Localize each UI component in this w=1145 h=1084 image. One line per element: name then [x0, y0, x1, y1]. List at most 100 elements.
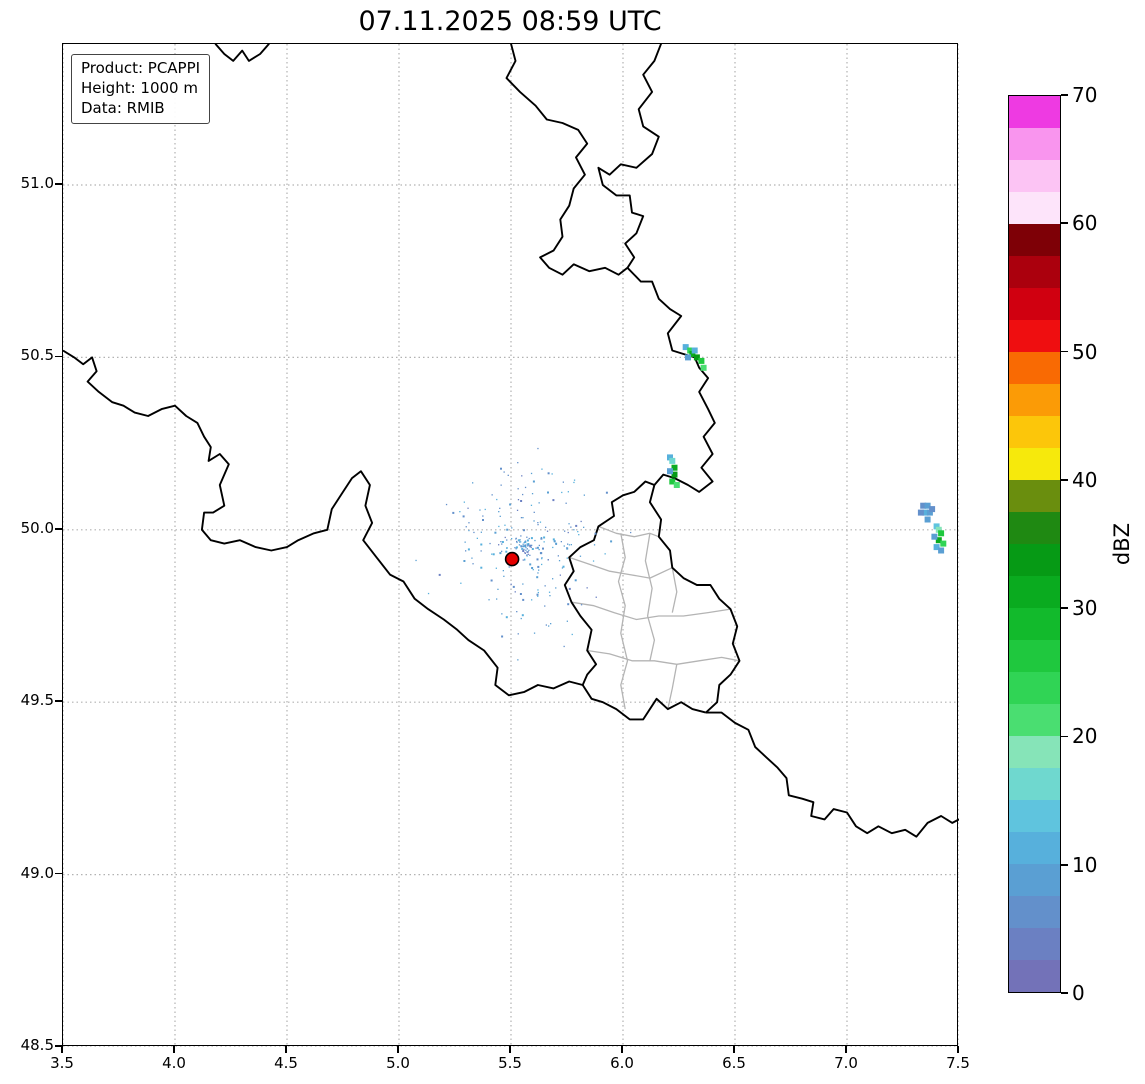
- clutter-speckles: [415, 447, 632, 661]
- x-tick-mark: [285, 1046, 287, 1053]
- regional-border: [671, 567, 678, 613]
- national-border: [63, 349, 583, 697]
- colorbar-tick-label: 0: [1072, 981, 1085, 1005]
- y-tick-mark: [55, 183, 62, 185]
- colorbar-segment: [1009, 384, 1060, 416]
- colorbar-segment: [1009, 160, 1060, 192]
- national-border: [505, 44, 629, 276]
- x-tick-mark: [733, 1046, 735, 1053]
- y-tick-mark: [55, 1045, 62, 1047]
- national-border: [563, 480, 655, 686]
- colorbar-tick-mark: [1061, 735, 1068, 738]
- national-border: [626, 267, 716, 493]
- colorbar-segment: [1009, 608, 1060, 640]
- x-tick-mark: [173, 1046, 175, 1053]
- colorbar-tick-mark: [1061, 94, 1068, 96]
- colorbar-tick-mark: [1061, 479, 1068, 481]
- colorbar-tick-label: 50: [1072, 339, 1098, 364]
- y-tick-label: 50.0: [20, 518, 54, 537]
- radar-echo-east-cluster-blue: [917, 502, 936, 523]
- map-canvas: [63, 44, 959, 1047]
- colorbar-segment: [1009, 192, 1060, 224]
- colorbar-segment: [1009, 672, 1060, 704]
- regional-border: [598, 525, 660, 538]
- colorbar-segment: [1009, 960, 1060, 992]
- x-tick-label: 3.5: [50, 1054, 74, 1072]
- colorbar: [1008, 95, 1061, 993]
- x-tick-mark: [61, 1046, 63, 1053]
- colorbar-tick-label: 40: [1072, 467, 1098, 492]
- colorbar-segment: [1009, 864, 1060, 896]
- x-tick-label: 6.0: [610, 1054, 634, 1072]
- radar-echo-east-cluster-green: [931, 523, 947, 554]
- info-box-line: Product: PCAPPI: [81, 59, 201, 77]
- regional-border: [644, 533, 656, 661]
- colorbar-segment: [1009, 480, 1060, 512]
- x-tick-mark: [621, 1046, 623, 1053]
- colorbar-segment: [1009, 320, 1060, 352]
- colorbar-segment: [1009, 416, 1060, 448]
- regional-border: [571, 601, 731, 621]
- y-tick-label: 50.5: [20, 346, 54, 365]
- colorbar-segment: [1009, 224, 1060, 256]
- colorbar-tick-mark: [1061, 222, 1068, 225]
- x-tick-label: 4.0: [162, 1054, 186, 1072]
- colorbar-segment: [1009, 352, 1060, 384]
- info-box-line: Height: 1000 m: [81, 78, 198, 97]
- x-tick-label: 7.0: [834, 1054, 858, 1072]
- colorbar-tick-mark: [1061, 350, 1068, 353]
- national-border: [648, 484, 741, 714]
- y-tick-mark: [55, 528, 62, 530]
- colorbar-segment: [1009, 800, 1060, 832]
- radar-echo-eifel-south-streak: [667, 454, 680, 488]
- x-tick-mark: [845, 1046, 847, 1053]
- colorbar-segment: [1009, 928, 1060, 960]
- x-tick-mark: [397, 1046, 399, 1053]
- colorbar-segment: [1009, 256, 1060, 288]
- colorbar-tick-mark: [1061, 992, 1068, 994]
- colorbar-tick-label: 60: [1072, 211, 1098, 236]
- regional-border: [617, 533, 629, 710]
- x-tick-label: 4.5: [274, 1054, 298, 1072]
- x-tick-label: 6.5: [722, 1054, 746, 1072]
- x-tick-mark: [509, 1046, 511, 1053]
- colorbar-segment: [1009, 768, 1060, 800]
- map-plot: Product: PCAPPI Height: 1000 m Data: RMIB: [62, 43, 959, 1047]
- product-info-box: Product: PCAPPI Height: 1000 m Data: RMIB: [71, 54, 211, 125]
- colorbar-tick-mark: [1061, 863, 1068, 866]
- y-tick-mark: [55, 700, 62, 702]
- national-border: [581, 684, 707, 721]
- x-tick-label: 5.5: [498, 1054, 522, 1072]
- y-tick-mark: [55, 355, 62, 358]
- colorbar-tick-label: 30: [1072, 596, 1098, 621]
- colorbar-segment: [1009, 736, 1060, 768]
- y-tick-label: 49.5: [20, 691, 54, 710]
- colorbar-segment: [1009, 640, 1060, 672]
- colorbar-tick-label: 10: [1072, 852, 1098, 877]
- colorbar-segment: [1009, 512, 1060, 544]
- x-tick-mark: [957, 1046, 959, 1053]
- x-tick-label: 5.0: [386, 1054, 410, 1072]
- national-border: [597, 44, 662, 269]
- colorbar-segment: [1009, 704, 1060, 736]
- colorbar-segment: [1009, 288, 1060, 320]
- colorbar-tick-label: 70: [1072, 83, 1098, 107]
- colorbar-tick-mark: [1061, 607, 1068, 609]
- regional-border: [667, 664, 678, 710]
- y-tick-label: 49.0: [20, 863, 54, 882]
- colorbar-segment: [1009, 576, 1060, 608]
- colorbar-segment: [1009, 96, 1060, 128]
- colorbar-label: dBZ: [1110, 522, 1134, 566]
- y-tick-label: 51.0: [20, 174, 54, 193]
- regional-border: [587, 649, 740, 665]
- info-box-line: Data: RMIB: [81, 98, 165, 117]
- colorbar-segment: [1009, 896, 1060, 928]
- y-tick-mark: [55, 872, 62, 875]
- colorbar-segment: [1009, 128, 1060, 160]
- regional-border: [568, 556, 673, 579]
- colorbar-segment: [1009, 448, 1060, 480]
- x-tick-label: 7.5: [946, 1054, 970, 1072]
- colorbar-segment: [1009, 832, 1060, 864]
- radar-echo-eifel-north-streak: [682, 344, 707, 371]
